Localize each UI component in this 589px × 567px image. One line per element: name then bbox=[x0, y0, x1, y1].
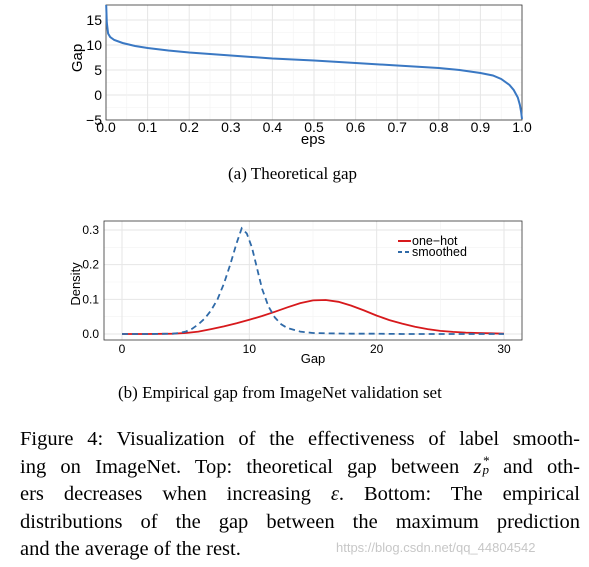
bottom-chart-smoothed-line bbox=[122, 226, 504, 335]
bottom-x-tick-label: 30 bbox=[497, 342, 511, 356]
watermark: https://blog.csdn.net/qq_44804542 bbox=[336, 540, 536, 555]
bottom-y-tick-label: 0.0 bbox=[82, 327, 99, 341]
bottom-chart-legend: one−hot smoothed bbox=[398, 234, 467, 259]
top-x-tick-label: 0.8 bbox=[429, 119, 449, 135]
bottom-chart-y-axis-label: Density bbox=[68, 262, 83, 306]
top-y-tick-label: 0 bbox=[94, 87, 102, 103]
top-x-tick-label: 0.4 bbox=[263, 119, 283, 135]
bottom-chart-panel-border bbox=[103, 220, 523, 341]
bottom-chart-x-axis-label: Gap bbox=[301, 351, 326, 366]
top-y-tick-label: 5 bbox=[94, 62, 102, 78]
bottom-chart: 0.0 0.1 0.2 0.3 0 10 20 30 Gap Density one−hot… bbox=[68, 220, 523, 366]
top-chart-x-ticks: 0.0 0.1 0.2 0.3 0.4 0.5 0.6 0.7 0.8 0.9 1.0 bbox=[96, 119, 532, 135]
top-x-tick-label: 0.6 bbox=[346, 119, 366, 135]
top-chart: −5 0 5 10 15 0.0 0.1 0.2 0.3 0.4 0.5 0.6 0.7 0.8 0.9 1… bbox=[69, 4, 532, 148]
bottom-y-tick-label: 0.3 bbox=[82, 223, 99, 237]
math-epsilon: ε bbox=[330, 483, 339, 505]
bottom-chart-grid bbox=[104, 221, 522, 340]
top-x-tick-label: 0.7 bbox=[387, 119, 407, 135]
top-x-tick-label: 0.5 bbox=[304, 119, 324, 135]
top-x-tick-label: 0.3 bbox=[221, 119, 241, 135]
top-chart-x-axis-label: eps bbox=[301, 131, 325, 148]
math-z-p-star: z * p bbox=[473, 452, 489, 478]
subfigure-caption-a: (a) Theoretical gap bbox=[228, 164, 358, 183]
top-y-tick-label: 15 bbox=[86, 12, 102, 28]
figure-caption: Figure 4: Visualization of the effective… bbox=[20, 426, 580, 564]
bottom-y-tick-label: 0.1 bbox=[82, 292, 99, 306]
top-chart-series-line bbox=[105, 4, 523, 120]
top-y-tick-label: −5 bbox=[86, 112, 102, 128]
caption-text: and oth- bbox=[488, 455, 580, 478]
top-chart-y-ticks: −5 0 5 10 15 bbox=[86, 12, 102, 128]
top-chart-grid bbox=[105, 5, 523, 121]
top-x-tick-label: 0.9 bbox=[471, 119, 491, 135]
bottom-x-tick-label: 0 bbox=[119, 342, 126, 356]
top-x-tick-label: 0.1 bbox=[138, 119, 158, 135]
figure-caption-line-3: ers decreases when increasing ε. Bottom:… bbox=[20, 483, 580, 505]
top-x-tick-label: 0.2 bbox=[179, 119, 199, 135]
subfigure-caption-b: (b) Empirical gap from ImageNet validati… bbox=[118, 383, 442, 402]
bottom-y-tick-label: 0.2 bbox=[82, 258, 99, 272]
top-x-tick-label: 0.0 bbox=[96, 119, 116, 135]
top-x-tick-label: 1.0 bbox=[512, 119, 532, 135]
figure-charts: −5 0 5 10 15 0.0 0.1 0.2 0.3 0.4 0.5 0.6 0.7 0.8 0.9 1… bbox=[68, 4, 532, 366]
top-chart-y-axis-label: Gap bbox=[69, 44, 86, 72]
bottom-chart-x-ticks: 0 10 20 30 bbox=[119, 342, 511, 356]
caption-text: ing on ImageNet. Top: theoretical gap be… bbox=[20, 455, 474, 478]
top-chart-panel-border bbox=[105, 4, 523, 121]
figure-caption-line-2: ing on ImageNet. Top: theoretical gap be… bbox=[20, 454, 580, 482]
figure-caption-line-4: distributions of the gap between the max… bbox=[20, 510, 580, 533]
figure-caption-line-1: Figure 4: Visualization of the effective… bbox=[20, 428, 580, 450]
bottom-chart-one-hot-line bbox=[122, 299, 505, 335]
bottom-x-tick-label: 20 bbox=[370, 342, 384, 356]
figure-caption-line-5: and the average of the rest. bbox=[20, 538, 241, 560]
top-y-tick-label: 10 bbox=[86, 37, 102, 53]
bottom-chart-y-ticks: 0.0 0.1 0.2 0.3 bbox=[82, 223, 99, 341]
legend-smoothed-label: smoothed bbox=[412, 245, 467, 259]
bottom-x-tick-label: 10 bbox=[243, 342, 257, 356]
legend-one-hot-label: one−hot bbox=[412, 234, 458, 248]
